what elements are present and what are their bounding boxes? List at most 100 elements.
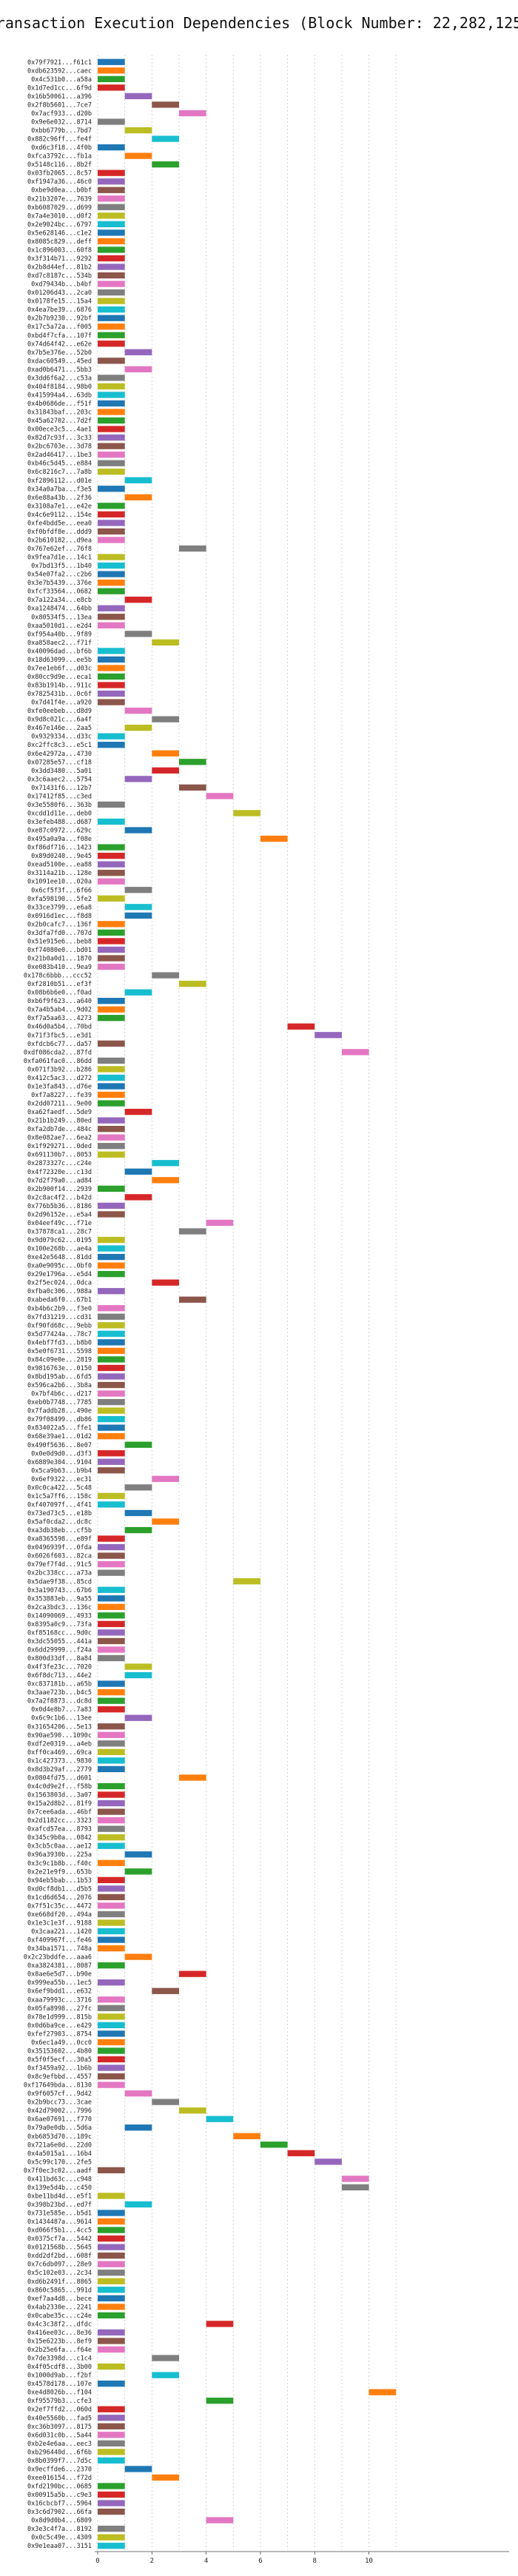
- y-tick-label: 0x7f0ec3c02...aadf: [24, 2167, 92, 2175]
- y-tick-label: 0xafcd57ea...8793: [27, 1826, 92, 1834]
- task-bar: [98, 2449, 125, 2455]
- task-bar: [98, 452, 125, 458]
- y-tick-label: 0x467e146e...2aa5: [27, 725, 92, 732]
- y-tick-label: 0x721a6e0d...22d0: [27, 2141, 92, 2149]
- task-bar: [124, 1484, 152, 1491]
- task-bar: [98, 2244, 125, 2250]
- y-tick-label: 0x7acf933...d20b: [31, 110, 92, 118]
- y-tick-label: 0xdf2e0319...a4eb: [27, 1740, 92, 1748]
- task-bar: [98, 1723, 125, 1730]
- y-tick-label: 0x2c23bddfe...aaa6: [24, 1954, 92, 1962]
- task-bar: [124, 887, 152, 893]
- y-tick-label: 0x800d33df...8a84: [27, 1655, 92, 1663]
- y-tick-label: 0xef7aa4d8...bece: [27, 2295, 92, 2303]
- task-bar: [124, 1714, 152, 1721]
- task-bar: [98, 938, 125, 945]
- task-bar: [98, 998, 125, 1004]
- y-tick-label: 0x731e585e...b5d1: [27, 2210, 92, 2218]
- y-tick-label: 0xfef27903...8754: [27, 2030, 92, 2038]
- task-bar: [98, 1288, 125, 1295]
- y-tick-label: 0x15e6223b...8ef9: [27, 2338, 92, 2345]
- y-tick-label: 0x7d2f79a0...ad84: [27, 1177, 92, 1184]
- y-tick-label: 0x9fea7d1e...14c1: [27, 554, 92, 562]
- y-tick-label: 0xb6853d70...189c: [27, 2133, 92, 2141]
- task-bar: [98, 1894, 125, 1901]
- y-tick-label: 0x0121568b...5645: [27, 2244, 92, 2252]
- task-bar: [98, 1185, 125, 1192]
- task-bar: [98, 921, 125, 928]
- y-tick-label: 0x1c427373...9830: [27, 1757, 92, 1765]
- y-tick-label: 0x0496939f...0fda: [27, 1544, 92, 1552]
- task-bar: [98, 1629, 125, 1636]
- task-bar: [98, 2047, 125, 2054]
- y-tick-label: 0x18d63099...ee5b: [27, 657, 92, 664]
- task-bar: [124, 904, 152, 910]
- task-bar: [206, 2398, 234, 2404]
- task-bar: [98, 1134, 125, 1141]
- y-tick-label: 0x834022a5...ffe1: [27, 1425, 92, 1432]
- task-bar: [98, 426, 125, 432]
- y-tick-label: 0xfa2db7de...484c: [27, 1126, 92, 1133]
- y-tick-label: 0x2ca3bdc3...136c: [27, 1604, 92, 1611]
- y-tick-label: 0x6026f603...82ca: [27, 1553, 92, 1560]
- task-bar: [98, 1100, 125, 1107]
- task-bar: [98, 511, 125, 518]
- y-tick-label: 0x3cb5c0aa...ae12: [27, 1843, 92, 1851]
- y-tick-label: 0x7a122a34...e8cb: [27, 597, 92, 604]
- task-bar: [206, 793, 234, 799]
- task-bar: [178, 1296, 206, 1303]
- task-bar: [98, 2346, 125, 2353]
- y-tick-label: 0xdf086cda2...87fd: [24, 1049, 92, 1056]
- y-tick-label: 0xd0cf8db1...d5b5: [27, 1885, 92, 1893]
- y-tick-label: 0x73ed73c5...e18b: [27, 1510, 92, 1517]
- task-bar: [98, 2415, 125, 2421]
- y-tick-label: 0x3c6d7902...66fa: [27, 2509, 92, 2516]
- task-bar: [98, 963, 125, 970]
- y-tick-label: 0x4b0686de...f51f: [27, 400, 92, 408]
- task-bar: [98, 1091, 125, 1099]
- y-tick-label: 0x21b0a0d1...1870: [27, 956, 92, 963]
- task-bar: [98, 2278, 125, 2284]
- task-bar: [152, 767, 179, 774]
- task-bar: [98, 1697, 125, 1704]
- task-bar: [98, 417, 125, 424]
- task-bar: [98, 1040, 125, 1047]
- task-bar: [124, 2090, 152, 2097]
- y-tick-label: 0x2873327c...c24e: [27, 1160, 92, 1167]
- y-tick-label: 0x0e0d9d0...d3f3: [31, 1450, 92, 1458]
- y-tick-label: 0xe87c0972...629c: [27, 828, 92, 835]
- y-tick-label: 0x01206d43...2ca0: [27, 289, 92, 297]
- task-bar: [287, 2150, 315, 2156]
- task-bar: [98, 870, 125, 876]
- task-bar: [98, 2295, 125, 2301]
- task-bar: [98, 1748, 125, 1756]
- y-tick-label: 0xf2810b51...ef3f: [27, 981, 92, 988]
- y-tick-label: 0x2b8d44ef...81b2: [27, 264, 92, 272]
- y-tick-label: 0x691130b7...8053: [27, 1152, 92, 1159]
- y-tick-label: 0xad0b6471...5bb3: [27, 366, 92, 374]
- task-bar: [98, 1569, 125, 1576]
- task-bar: [98, 1245, 125, 1252]
- y-tick-label: 0x90ae590...1090c: [27, 1732, 92, 1740]
- y-tick-label: 0x3c6aaec2...5754: [27, 776, 92, 783]
- y-tick-label: 0x2e21e9f9...653b: [27, 1868, 92, 1876]
- task-bar: [98, 1492, 125, 1500]
- y-tick-label: 0x5f0f5ecf...30a5: [27, 2056, 92, 2064]
- y-tick-label: 0x7825431b...0c6f: [27, 691, 92, 698]
- task-bar: [98, 1535, 125, 1542]
- task-bar: [98, 1305, 125, 1312]
- task-bar: [178, 2107, 206, 2114]
- task-bar: [152, 135, 179, 142]
- task-bar: [98, 315, 125, 321]
- y-tick-label: 0x490f5636...8e07: [27, 1442, 92, 1449]
- y-tick-label: 0x5e0f6731...5598: [27, 1348, 92, 1355]
- y-tick-label: 0x7fd31219...cd31: [27, 1314, 92, 1321]
- task-bar: [98, 1817, 125, 1824]
- task-bar: [98, 1808, 125, 1815]
- task-bar: [341, 2184, 369, 2191]
- task-bar: [206, 2321, 234, 2327]
- task-bar: [98, 434, 125, 441]
- task-bar: [98, 1757, 125, 1764]
- task-bar: [152, 1518, 179, 1525]
